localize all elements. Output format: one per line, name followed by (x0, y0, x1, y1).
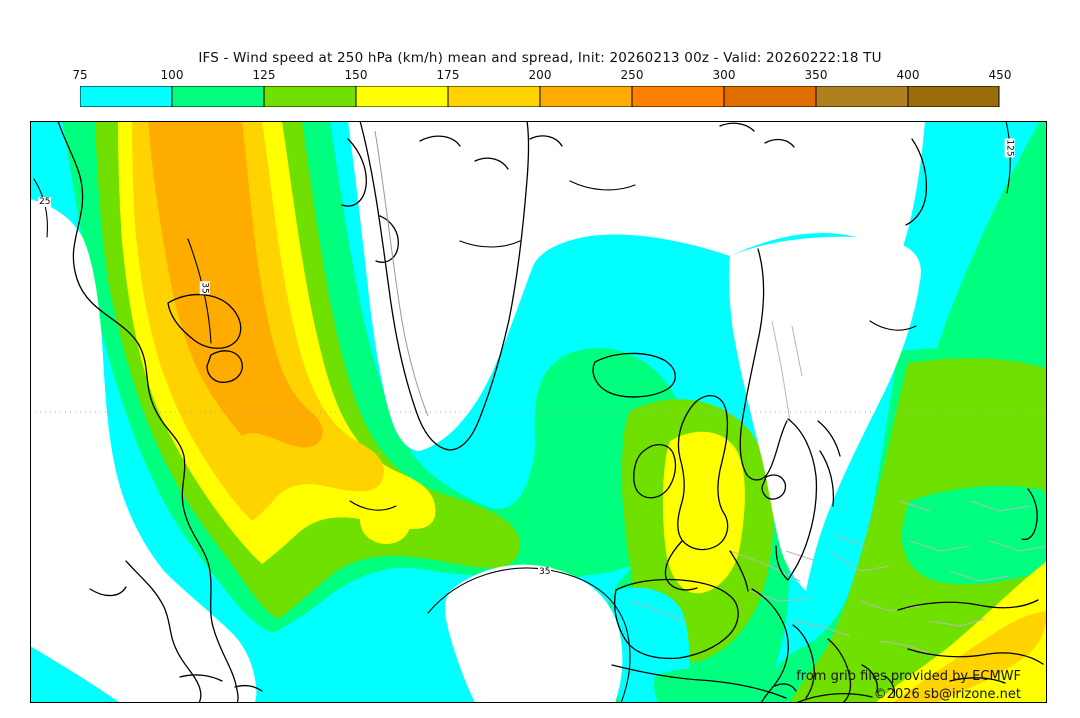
contour-label-25: 25 (38, 197, 52, 207)
wind-band-100-blacksea-fill (901, 485, 1047, 585)
colorbar-segment (631, 86, 725, 107)
colorbar-segment (815, 86, 909, 107)
tick-label: 175 (436, 68, 460, 82)
colorbar (80, 86, 1000, 107)
colorbar-segment (447, 86, 541, 107)
attribution-line2: ©2026 sb@irizone.net (873, 687, 1021, 702)
calm-region-arctic-greenland (348, 121, 925, 451)
calm-region-midatlantic-low (445, 564, 623, 703)
colorbar-segment (263, 86, 357, 107)
colorbar-segment (723, 86, 817, 107)
map-border (30, 121, 1047, 703)
greenland-interior-line (374, 130, 429, 417)
tick-label: 350 (804, 68, 828, 82)
tick-label: 200 (528, 68, 552, 82)
attribution-line1: from grib files provided by ECMWF (796, 669, 1021, 684)
colorbar-segment (539, 86, 633, 107)
map-canvas: 25 35 35 125 from grib files provided by… (30, 121, 1047, 703)
wind-band-200-fill (148, 121, 323, 448)
tick-label: 250 (620, 68, 644, 82)
colorbar-segment (355, 86, 449, 107)
tick-label: 150 (344, 68, 368, 82)
tick-label: 125 (252, 68, 276, 82)
calm-region-northamerica (30, 199, 257, 703)
wind-band-150-spot-fill (360, 491, 412, 545)
coastlines (57, 121, 1044, 703)
tick-label: 100 (160, 68, 184, 82)
contour-label-35-west: 35 (199, 281, 210, 295)
tick-label: 75 (72, 68, 88, 82)
contour-label-125-east: 125 (1004, 138, 1015, 158)
colorbar-segment (907, 86, 1000, 107)
page-title: IFS - Wind speed at 250 hPa (km/h) mean … (198, 50, 882, 66)
tick-label: 300 (712, 68, 736, 82)
calm-region-scandinavia (729, 236, 921, 591)
tick-label: 400 (896, 68, 920, 82)
colorbar-segment (171, 86, 265, 107)
contour-label-35-atlantic: 35 (538, 567, 552, 577)
colorbar-segment (80, 86, 173, 107)
tick-label: 450 (988, 68, 1012, 82)
